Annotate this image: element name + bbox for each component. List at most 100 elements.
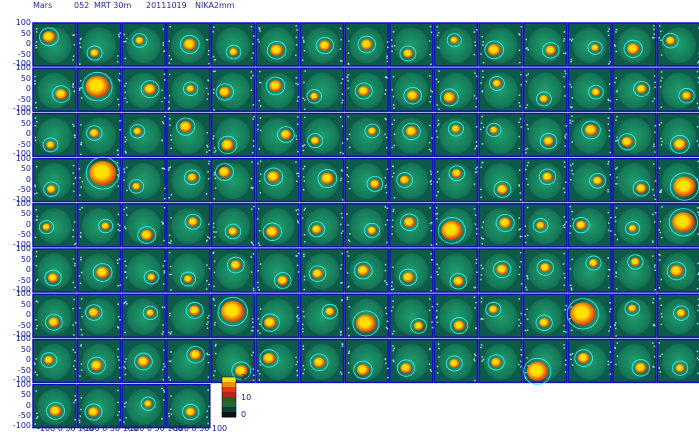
kid-map-panel [121, 383, 166, 429]
y-tick-label: 50 [20, 344, 31, 354]
contour-line [87, 356, 106, 375]
contour-line [539, 132, 558, 150]
scan-number: 052 [74, 1, 90, 10]
kid-map-panel [656, 22, 699, 67]
kid-map-panel [389, 338, 434, 384]
kid-map-panel [32, 112, 77, 158]
y-tick-label: -100 [12, 59, 31, 68]
contour-line [140, 396, 156, 411]
contour-line [532, 218, 549, 233]
contour-line [84, 403, 103, 421]
contour-line [678, 88, 695, 104]
source-blob [488, 305, 499, 314]
contour-line [315, 36, 334, 55]
source-blob [147, 273, 156, 282]
contour-line [485, 301, 502, 317]
kid-map-panel [433, 67, 479, 112]
contour-line [217, 135, 238, 155]
kid-map-panel [76, 22, 122, 67]
source-blob [267, 171, 280, 183]
colorbar-segment [222, 412, 236, 418]
kid-map-panel [522, 112, 568, 158]
contour-line [495, 213, 515, 232]
kid-map-panel [299, 338, 345, 384]
kid-map-panel [32, 67, 77, 112]
y-tick-label: 0 [25, 400, 31, 410]
source-blob [539, 94, 549, 103]
source-blob [90, 48, 100, 58]
contour-line [266, 40, 287, 60]
kid-map-panel [121, 112, 166, 158]
kid-map-panel [166, 112, 211, 158]
kid-map-panel [612, 293, 657, 338]
kid-map-panel [656, 293, 699, 338]
kid-map-panel [166, 338, 211, 384]
source-blob [570, 302, 596, 326]
y-tick-label: 100 [15, 289, 31, 299]
kid-map-panel [522, 248, 568, 293]
contour-line [273, 272, 292, 289]
source-blob [320, 172, 334, 185]
contour-line [632, 180, 651, 197]
kid-map-panel [478, 293, 523, 338]
kid-map-panel [612, 67, 657, 112]
source-blob [356, 364, 370, 376]
source-blob [183, 38, 197, 51]
source-blob [449, 358, 460, 369]
contour-line [623, 39, 643, 58]
source-blob [400, 362, 412, 374]
y-tick-label: 50 [20, 254, 31, 264]
kid-map-panel [389, 203, 434, 248]
y-tick-label: -100 [12, 104, 31, 114]
source-blob [496, 184, 508, 195]
source-blob [137, 356, 150, 367]
y-tick-label: 50 [20, 299, 31, 309]
kid-map-panel [567, 67, 612, 112]
contour-line [627, 254, 644, 270]
kid-map-panel [121, 22, 166, 67]
kid-map-panel [210, 203, 256, 248]
kid-map-panel [478, 338, 523, 384]
contour-line [215, 163, 234, 181]
kid-map-panel [344, 157, 389, 203]
source-blob [355, 314, 376, 333]
contour-line [259, 349, 279, 368]
contour-line [306, 89, 322, 104]
source-blob [584, 124, 598, 136]
contour-line [489, 76, 505, 91]
contour-line [354, 82, 373, 100]
contour-line [265, 76, 286, 96]
contour-line [668, 208, 698, 237]
y-tick-label: 0 [25, 219, 31, 229]
source-blob [47, 273, 59, 283]
source-blob [229, 48, 238, 56]
kid-map-panel [166, 67, 211, 112]
kid-map-panel [612, 157, 657, 203]
kid-map-panel [389, 67, 434, 112]
kid-map-panel [32, 383, 77, 429]
contour-line [180, 271, 196, 287]
contour-line [484, 40, 505, 60]
kid-map-panel [656, 248, 699, 293]
contour-line [357, 35, 376, 54]
contour-line [631, 359, 650, 377]
contour-line [277, 126, 295, 143]
source-blob [451, 124, 461, 134]
kid-map-panel [166, 22, 211, 67]
kid-map-panel [344, 112, 389, 158]
kid-map-panel [76, 112, 122, 158]
contour-line [662, 32, 679, 49]
contour-line [309, 353, 329, 372]
source-blob [87, 406, 100, 417]
source-blob [443, 92, 456, 103]
source-blob [406, 90, 419, 101]
contour-line [140, 80, 160, 98]
kid-map-panel [76, 156, 122, 203]
kid-map-panel [32, 22, 77, 67]
date-label: 20111019 [146, 1, 187, 10]
kid-map-panel [121, 338, 166, 384]
contour-line [492, 260, 512, 279]
source-blob [188, 217, 199, 227]
instrument-label: NIKA2mm [195, 1, 235, 10]
kid-map-panel [656, 203, 699, 248]
